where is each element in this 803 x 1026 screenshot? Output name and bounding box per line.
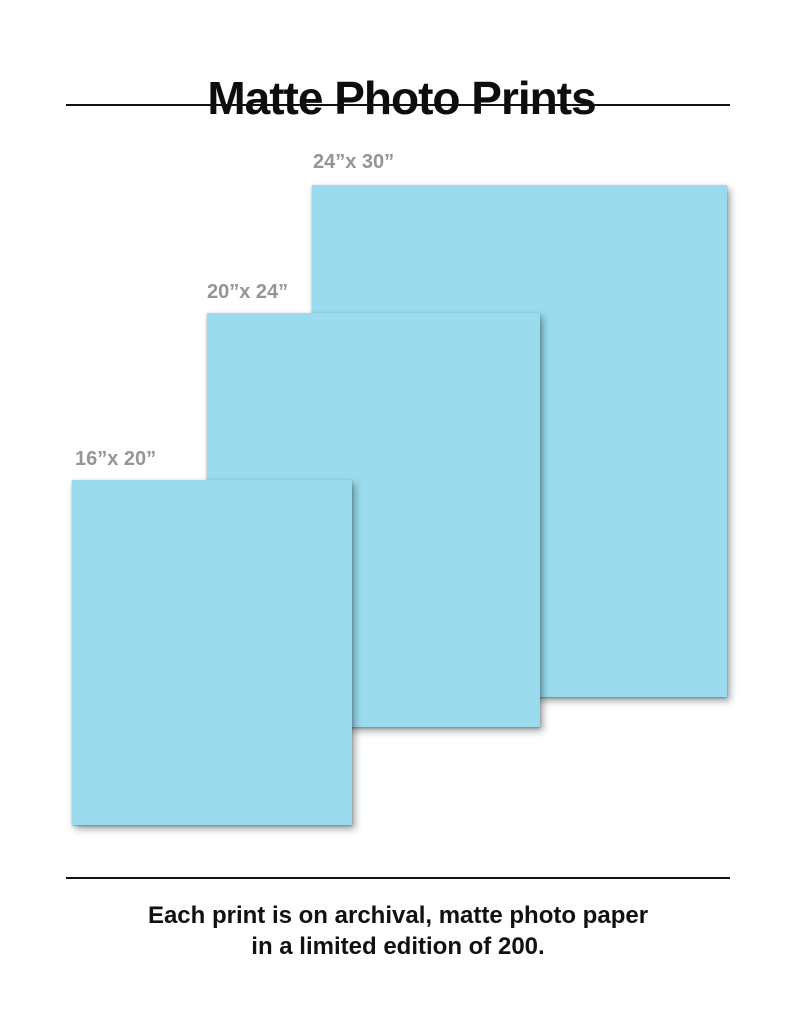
- size-label-20x24: 20”x 24”: [207, 281, 289, 303]
- size-label-16x20: 16”x 20”: [75, 448, 157, 470]
- size-label-24x30: 24”x 30”: [313, 151, 395, 173]
- footer-description: Each print is on archival, matte photo p…: [66, 901, 730, 962]
- top-divider-line: [66, 104, 730, 106]
- footer-description-line1: Each print is on archival, matte photo p…: [147, 902, 649, 929]
- page-title: Matte Photo Prints: [207, 71, 596, 124]
- footer-description-line2: in a limited edition of 200.: [251, 932, 545, 960]
- print-swatch-16x20: [72, 480, 352, 825]
- bottom-divider-line: [66, 877, 730, 879]
